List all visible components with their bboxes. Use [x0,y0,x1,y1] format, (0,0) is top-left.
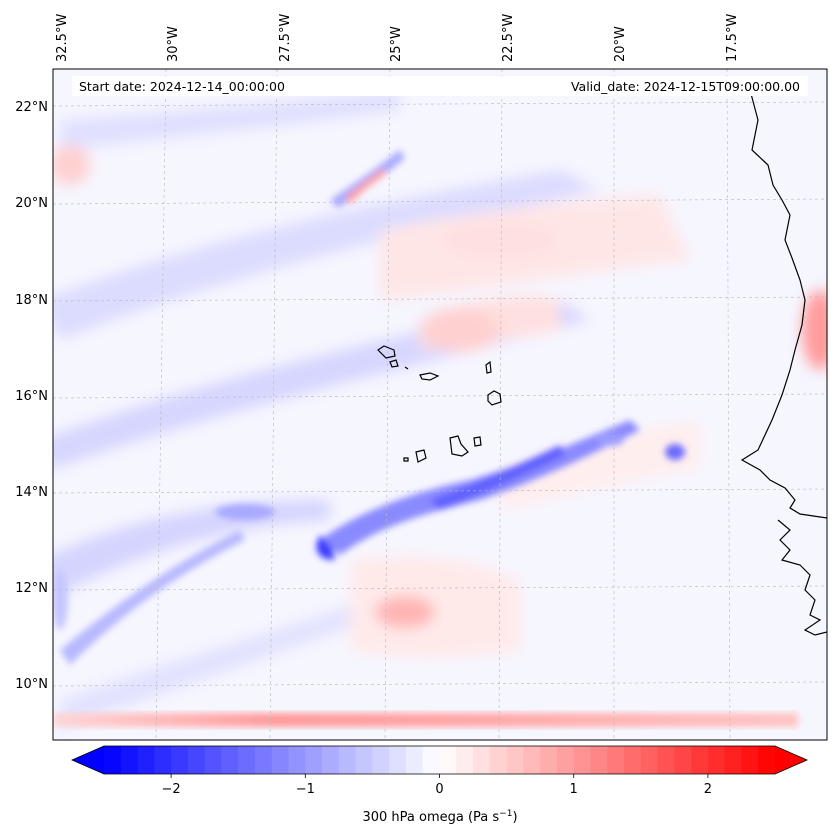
colorbar-cell [439,746,457,774]
colorbar-cell [540,746,558,774]
graticule [53,69,827,740]
colorbar-tick-label: 0 [435,782,443,797]
colorbar-cell [657,746,675,774]
colorbar-cell [288,746,306,774]
colorbar-cell [691,746,709,774]
lon-tick-labels: 32.5°W 30°W 27.5°W 25°W 22.5°W 20°W 17.5… [55,14,740,62]
colorbar-cell [187,746,206,774]
colorbar-cell [724,746,743,774]
start-date-label: Start date: 2024-12-14_00:00:00 [79,79,285,94]
header-box [72,76,808,96]
lat-tick-label: 20°N [15,196,48,211]
colorbar-cell [624,746,642,774]
colorbar-ticks: −2 −1 0 1 2 [162,774,712,797]
colorbar-cell [456,746,474,774]
lat-tick-label: 10°N [15,677,48,692]
lon-tick-label: 22.5°W [501,14,516,62]
colorbar-cell [707,746,726,774]
lon-tick-label: 17.5°W [725,14,740,62]
lon-tick-label: 25°W [389,26,404,62]
colorbar-cell [389,746,407,774]
colorbar: −2 −1 0 1 2 300 hPa omega (Pa s−1) [71,745,808,825]
colorbar-tick-label: 2 [704,782,712,797]
colorbar-cell [556,746,575,774]
colorbar-cell [489,746,508,774]
colorbar-cell [523,746,541,774]
colorbar-cell [590,746,608,774]
lat-tick-label: 18°N [15,293,48,308]
colorbar-cell [104,746,122,774]
colorbar-outline [71,745,808,775]
colorbar-cell [137,746,155,774]
lon-tick-label: 20°W [613,26,628,62]
colorbar-cell [204,746,223,774]
colorbar-cell [372,746,390,774]
lat-tick-label: 22°N [15,100,48,115]
lat-tick-labels: 22°N 20°N 18°N 16°N 14°N 12°N 10°N [15,100,48,692]
colorbar-cell [154,746,172,774]
colorbar-cell [120,746,139,774]
colorbar-cell [607,746,625,774]
colorbar-cell [221,746,239,774]
colorbar-cell [758,746,776,774]
valid-date-label: Valid_date: 2024-12-15T09:00:00.00 [571,79,800,94]
colorbar-cell [674,746,692,774]
colorbar-cell [238,746,256,774]
lat-tick-label: 14°N [15,485,48,500]
lat-tick-label: 12°N [15,581,48,596]
colorbar-cell [405,746,424,774]
colorbar-cell [741,746,759,774]
colorbar-cell [640,746,659,774]
coastlines [377,89,827,636]
colorbar-tick-label: −2 [162,782,181,797]
colorbar-cell [305,746,323,774]
colorbar-extend-min [72,746,104,774]
lat-tick-label: 16°N [15,389,48,404]
colorbar-cell [573,746,592,774]
colorbar-cell [422,746,441,774]
colorbar-cell [355,746,374,774]
lon-tick-label: 30°W [166,26,181,62]
colorbar-cell [338,746,357,774]
colorbar-cell [254,746,273,774]
map-frame [52,68,828,741]
colorbar-extend-max [775,746,807,774]
colorbar-tick-label: 1 [570,782,578,797]
lon-tick-label: 27.5°W [278,14,293,62]
omega-field [53,69,827,740]
colorbar-tick-label: −1 [296,782,315,797]
colorbar-label: 300 hPa omega (Pa s−1) [362,809,517,825]
colorbar-cell [322,746,340,774]
colorbar-cell [171,746,189,774]
lon-tick-label: 32.5°W [55,14,70,62]
colorbar-cells [72,746,807,774]
colorbar-cell [271,746,290,774]
colorbar-cell [506,746,524,774]
colorbar-cell [473,746,491,774]
